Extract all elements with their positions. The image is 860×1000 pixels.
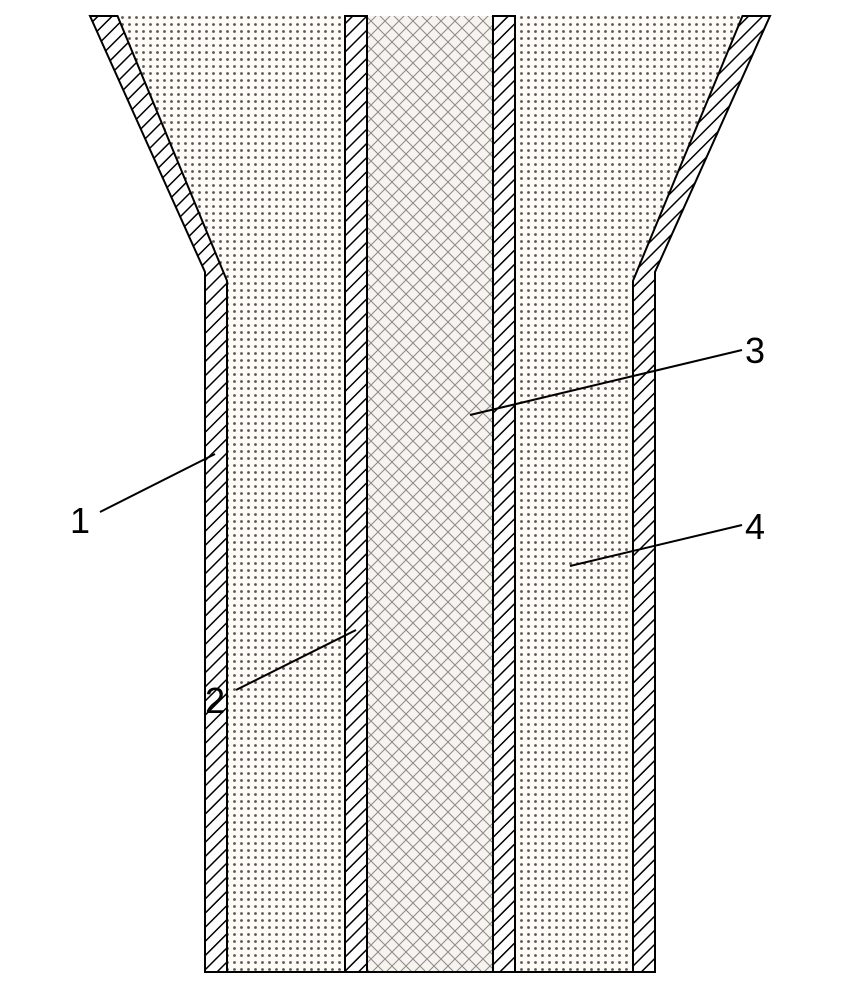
region-4-left <box>118 16 346 972</box>
callout-label-4: 4 <box>745 506 765 548</box>
callout-label-2: 2 <box>205 680 225 722</box>
region-3-core <box>367 16 493 972</box>
callout-label-3: 3 <box>745 330 765 372</box>
inner-wall-right <box>493 16 515 972</box>
inner-wall-left <box>345 16 367 972</box>
region-4-right <box>515 16 743 972</box>
callout-label-1: 1 <box>70 500 90 542</box>
leader-1 <box>100 454 215 512</box>
